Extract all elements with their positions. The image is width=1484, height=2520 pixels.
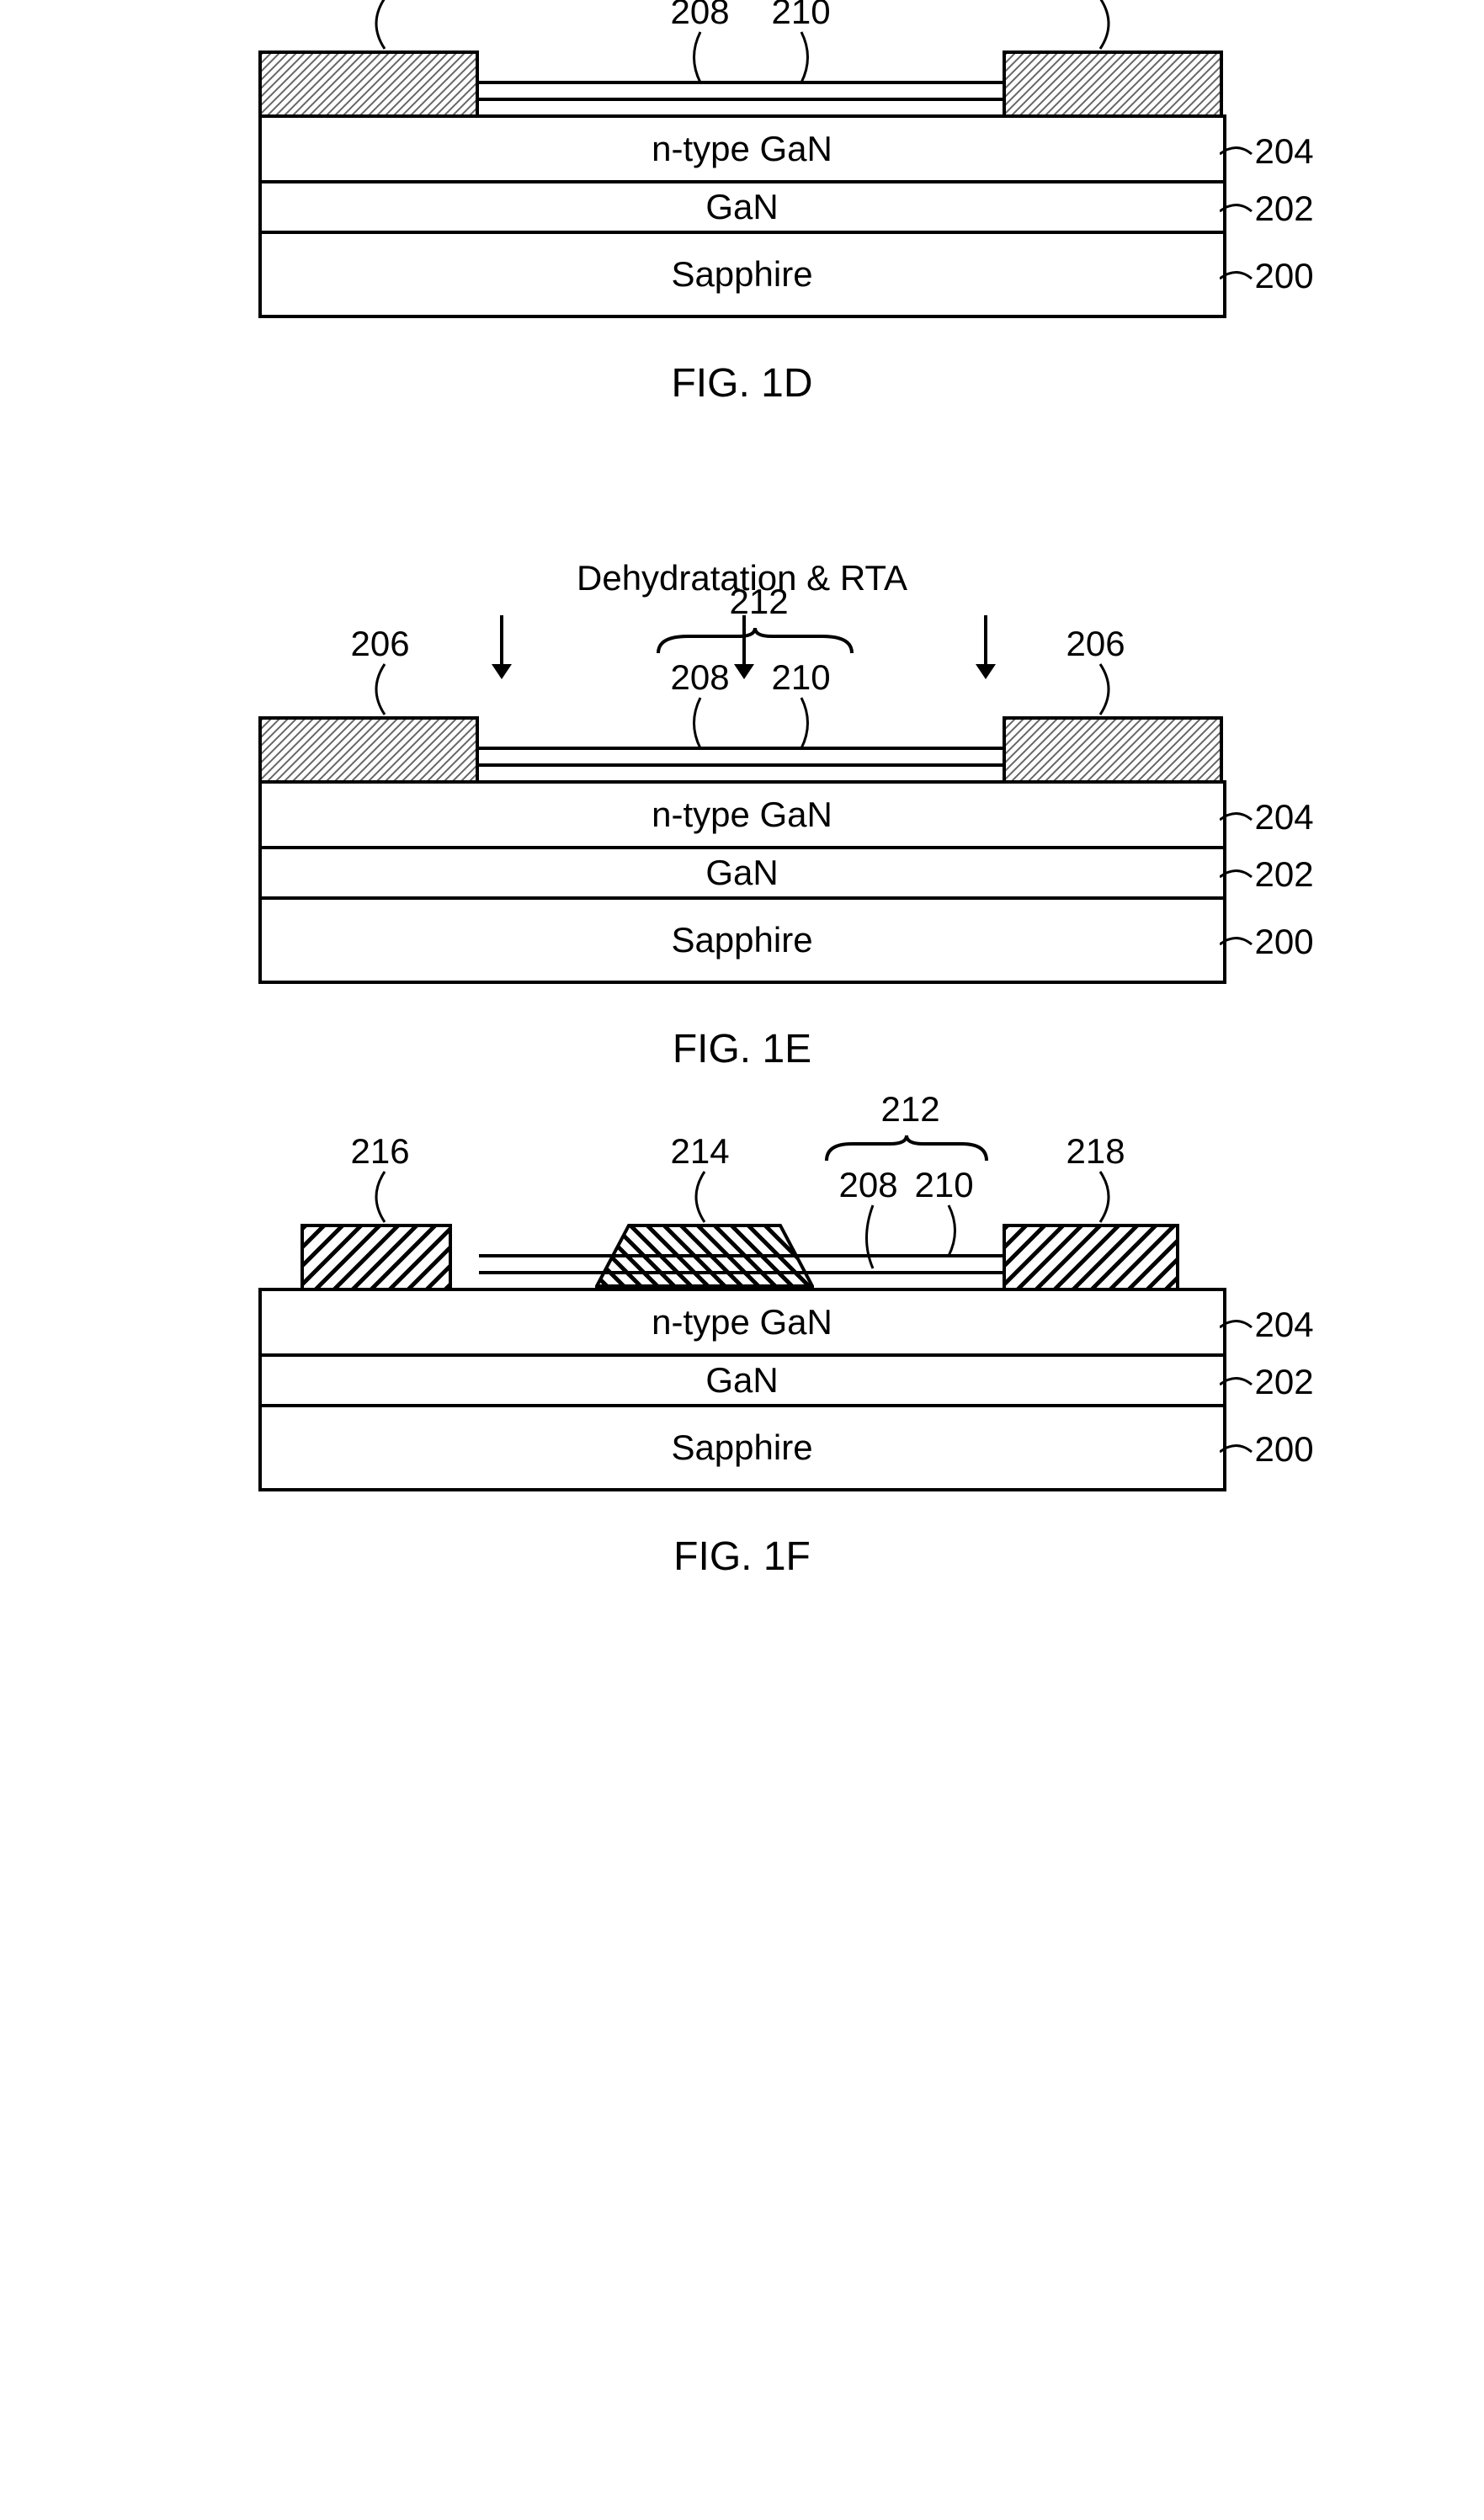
side-lead-204 — [1220, 141, 1253, 167]
label-200-e: 200 — [1255, 922, 1314, 962]
label-204-e: 204 — [1255, 797, 1314, 837]
layer-ntype: n-type GaN — [262, 114, 1223, 180]
label-202: 202 — [1255, 189, 1314, 229]
brace-212-f — [822, 1131, 991, 1165]
brace-212-e — [654, 624, 856, 657]
label-202-f: 202 — [1255, 1362, 1314, 1402]
label-206-right-e: 206 — [1066, 624, 1125, 664]
layer-gan: GaN — [262, 180, 1223, 231]
device-1e: 206 208 210 212 206 — [258, 716, 1226, 984]
caption-1e: FIG. 1E — [51, 1026, 1433, 1072]
side-lead-204-e — [1220, 807, 1253, 832]
thin-stack-1d — [479, 81, 1006, 114]
side-lead-200-e — [1220, 932, 1253, 957]
thin-stack-1e — [479, 747, 1006, 780]
label-214: 214 — [671, 1131, 730, 1172]
label-210: 210 — [772, 0, 831, 32]
label-216: 216 — [351, 1131, 410, 1172]
thin-210 — [479, 81, 1006, 98]
lead-208-e — [688, 698, 713, 757]
side-lead-204-f — [1220, 1315, 1253, 1340]
layer-ntype-e: n-type GaN — [262, 780, 1223, 846]
label-210-e: 210 — [772, 657, 831, 698]
lead-210-f — [936, 1205, 961, 1264]
side-lead-202-f — [1220, 1372, 1253, 1397]
layer-stack-1f: n-type GaN GaN Sapphire — [258, 1288, 1226, 1491]
side-lead-202-e — [1220, 864, 1253, 890]
layer-gan-e: GaN — [262, 846, 1223, 896]
layer-sapphire: Sapphire — [262, 231, 1223, 315]
lead-206-left-e — [368, 664, 402, 723]
lead-214 — [688, 1172, 721, 1231]
lead-216 — [368, 1172, 402, 1231]
contact-218 — [1003, 1224, 1179, 1288]
lead-210 — [789, 32, 814, 91]
label-204: 204 — [1255, 131, 1314, 172]
thin-208-e — [479, 763, 1006, 780]
label-208-e: 208 — [671, 657, 730, 698]
lead-218 — [1083, 1172, 1117, 1231]
lead-206-right — [1083, 0, 1117, 57]
label-206-left-e: 206 — [351, 624, 410, 664]
layer-gan-f: GaN — [262, 1353, 1223, 1404]
layer-stack-1e: n-type GaN GaN Sapphire — [258, 780, 1226, 984]
figure-1f: 216 214 208 210 212 218 — [51, 1224, 1433, 1580]
contact-left-1d — [258, 51, 479, 114]
label-200-f: 200 — [1255, 1429, 1314, 1470]
gate-214 — [595, 1224, 814, 1288]
device-1f: 216 214 208 210 212 218 — [258, 1224, 1226, 1491]
contact-right-1e — [1003, 716, 1223, 780]
arrow-1 — [500, 615, 503, 666]
lead-206-left — [368, 0, 402, 57]
label-208: 208 — [671, 0, 730, 32]
label-218: 218 — [1066, 1131, 1125, 1172]
label-212-f: 212 — [881, 1089, 940, 1130]
side-lead-200 — [1220, 266, 1253, 291]
label-212-e: 212 — [730, 582, 789, 622]
label-208-f: 208 — [839, 1165, 898, 1205]
contact-right-1d — [1003, 51, 1223, 114]
layer-ntype-f: n-type GaN — [262, 1288, 1223, 1353]
lead-206-right-e — [1083, 664, 1117, 723]
arrow-3 — [984, 615, 987, 666]
side-lead-200-f — [1220, 1439, 1253, 1465]
device-1d: 206 208 210 212 206 — [258, 51, 1226, 318]
top-row-1f — [258, 1224, 1226, 1288]
lead-210-e — [789, 698, 814, 757]
thin-210-e — [479, 747, 1006, 763]
label-210-f: 210 — [915, 1165, 974, 1205]
figure-1e: Dehydratation & RTA 206 208 210 212 206 — [51, 558, 1433, 1072]
layer-sapphire-e: Sapphire — [262, 896, 1223, 981]
contact-left-1e — [258, 716, 479, 780]
caption-1d: FIG. 1D — [51, 360, 1433, 407]
lead-208 — [688, 32, 713, 91]
label-204-f: 204 — [1255, 1305, 1314, 1345]
lead-208-f — [860, 1205, 886, 1273]
top-row-1e — [258, 716, 1226, 780]
layer-stack-1d: n-type GaN GaN Sapphire — [258, 114, 1226, 318]
caption-1f: FIG. 1F — [51, 1534, 1433, 1580]
label-200: 200 — [1255, 256, 1314, 296]
figure-1d: 206 208 210 212 206 — [51, 51, 1433, 407]
layer-sapphire-f: Sapphire — [262, 1404, 1223, 1488]
thin-208 — [479, 98, 1006, 114]
label-202-e: 202 — [1255, 854, 1314, 895]
top-row-1d — [258, 51, 1226, 114]
side-lead-202 — [1220, 199, 1253, 224]
contact-216 — [301, 1224, 452, 1288]
